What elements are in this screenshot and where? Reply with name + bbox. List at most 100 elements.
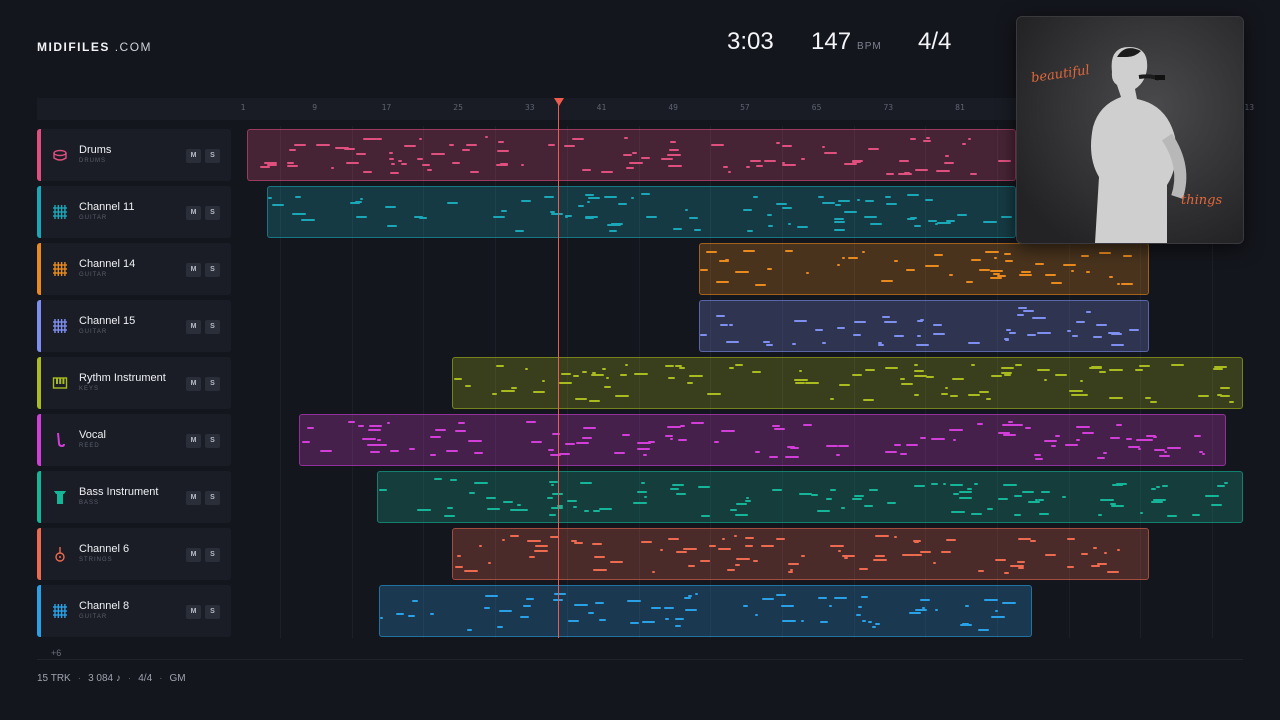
midi-note — [295, 196, 301, 198]
midi-note — [917, 320, 923, 322]
midi-note — [1089, 367, 1102, 369]
midi-note — [1035, 499, 1038, 501]
midi-note — [574, 542, 583, 544]
midi-note — [449, 144, 454, 146]
midi-note — [648, 441, 655, 443]
midi-note — [873, 559, 887, 561]
midi-note — [414, 216, 423, 218]
midi-clip[interactable] — [247, 129, 1016, 181]
track-header[interactable]: Channel 6 STRINGS M S — [37, 528, 231, 580]
mute-button[interactable]: M — [186, 491, 201, 505]
midi-clip[interactable] — [452, 357, 1243, 409]
midi-clip[interactable] — [299, 414, 1226, 466]
midi-note — [853, 334, 861, 336]
track-header[interactable]: Channel 8 GUITAR M S — [37, 585, 231, 637]
solo-button[interactable]: S — [205, 605, 220, 619]
mute-button[interactable]: M — [186, 149, 201, 163]
midi-note — [865, 200, 874, 202]
midi-note — [872, 626, 876, 628]
solo-button[interactable]: S — [205, 149, 220, 163]
ruler-tick: 73 — [883, 103, 894, 112]
midi-clip[interactable] — [379, 585, 1032, 637]
midi-note — [834, 229, 845, 231]
midi-note — [641, 541, 652, 543]
midi-note — [745, 537, 754, 539]
midi-note — [652, 571, 655, 573]
solo-button[interactable]: S — [205, 263, 220, 277]
midi-note — [1017, 314, 1024, 316]
solo-button[interactable]: S — [205, 548, 220, 562]
more-tracks-count[interactable]: +6 — [51, 648, 62, 658]
midi-note — [1055, 374, 1067, 376]
midi-clip[interactable] — [377, 471, 1243, 523]
track-header[interactable]: Rythm Instrument KEYS M S — [37, 357, 231, 409]
midi-note — [1151, 488, 1156, 490]
midi-note — [501, 210, 507, 212]
midi-note — [582, 371, 587, 373]
midi-note — [1213, 368, 1223, 370]
playhead-handle[interactable] — [554, 98, 564, 106]
midi-clip[interactable] — [699, 300, 1149, 352]
midi-note — [966, 281, 973, 283]
solo-button[interactable]: S — [205, 491, 220, 505]
midi-note — [527, 540, 541, 542]
midi-note — [881, 280, 893, 282]
midi-note — [788, 250, 793, 252]
midi-note — [396, 613, 404, 615]
track-header[interactable]: Bass Instrument BASS M S — [37, 471, 231, 523]
midi-note — [854, 321, 866, 323]
playhead[interactable] — [558, 104, 559, 638]
mute-button[interactable]: M — [186, 434, 201, 448]
midi-note — [735, 364, 743, 366]
midi-note — [854, 495, 864, 497]
midi-note — [852, 374, 862, 376]
midi-note — [488, 562, 491, 564]
midi-note — [878, 344, 884, 346]
midi-note — [497, 626, 503, 628]
track-header[interactable]: Vocal REED M S — [37, 414, 231, 466]
midi-note — [906, 444, 918, 446]
track-header[interactable]: Channel 11 GUITAR M S — [37, 186, 231, 238]
midi-note — [593, 569, 607, 571]
midi-clip[interactable] — [267, 186, 1016, 238]
midi-note — [468, 440, 482, 442]
mute-button[interactable]: M — [186, 377, 201, 391]
track-header[interactable]: Drums DRUMS M S — [37, 129, 231, 181]
midi-note — [914, 225, 921, 227]
mute-button[interactable]: M — [186, 548, 201, 562]
midi-note — [435, 429, 446, 431]
midi-note — [914, 375, 927, 377]
midi-note — [1004, 338, 1009, 340]
midi-note — [1096, 324, 1107, 326]
track-header[interactable]: Channel 14 GUITAR M S — [37, 243, 231, 295]
midi-note — [1071, 270, 1074, 272]
midi-note — [767, 214, 772, 216]
midi-note — [1003, 484, 1017, 486]
mute-button[interactable]: M — [186, 263, 201, 277]
midi-note — [521, 200, 531, 202]
midi-note — [637, 442, 651, 444]
midi-note — [736, 503, 747, 505]
midi-note — [707, 393, 721, 395]
track-category: STRINGS — [79, 557, 113, 563]
midi-note — [1004, 374, 1011, 376]
midi-note — [450, 479, 457, 481]
track-color-stripe — [37, 471, 41, 523]
mute-button[interactable]: M — [186, 605, 201, 619]
mute-button[interactable]: M — [186, 320, 201, 334]
solo-button[interactable]: S — [205, 320, 220, 334]
midi-clip[interactable] — [452, 528, 1149, 580]
midi-clip[interactable] — [699, 243, 1149, 295]
midi-note — [714, 441, 719, 443]
midi-note — [1150, 401, 1157, 403]
solo-button[interactable]: S — [205, 206, 220, 220]
solo-button[interactable]: S — [205, 434, 220, 448]
midi-note — [1121, 283, 1133, 285]
singer-silhouette-image — [1017, 17, 1243, 243]
track-header[interactable]: Channel 15 GUITAR M S — [37, 300, 231, 352]
mute-button[interactable]: M — [186, 206, 201, 220]
midi-note — [547, 497, 553, 499]
solo-button[interactable]: S — [205, 377, 220, 391]
midi-note — [588, 197, 600, 199]
brand-domain: .COM — [114, 40, 153, 54]
